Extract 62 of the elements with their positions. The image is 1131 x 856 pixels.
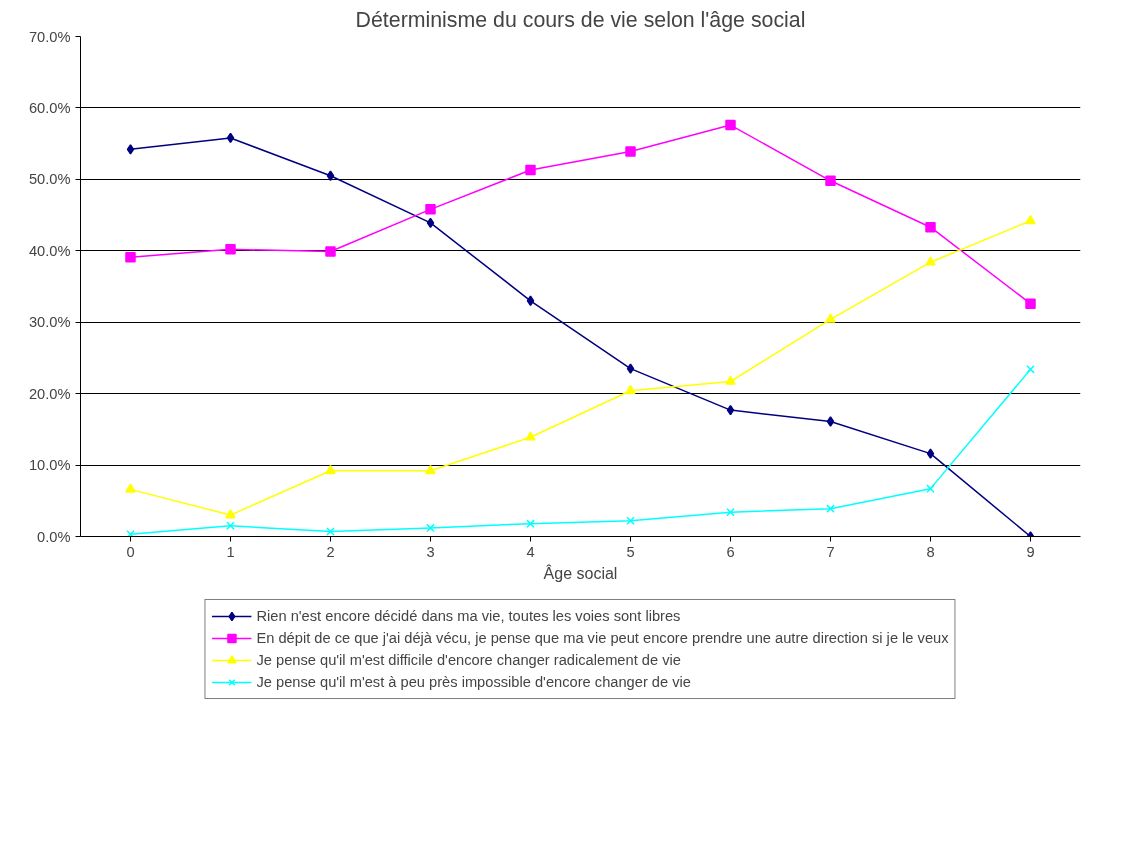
point	[426, 523, 435, 533]
x-axis-title: Âge social	[543, 563, 618, 582]
point	[225, 509, 236, 519]
point	[926, 484, 935, 493]
y-tick-label: 40.0%	[28, 242, 71, 259]
legend-label: Je pense qu'il m'est difficile d'encore changer radicalement de vie	[256, 651, 681, 669]
y-tick-label: 50.0%	[28, 171, 71, 188]
point	[326, 527, 335, 536]
point	[525, 164, 536, 176]
point	[625, 384, 636, 395]
point	[125, 251, 136, 263]
point	[325, 246, 336, 257]
point	[925, 221, 936, 233]
x-tick-label: 3	[426, 543, 435, 560]
point	[626, 516, 635, 526]
point	[626, 363, 635, 374]
point	[726, 404, 735, 416]
legend-label: En dépit de ce que j'ai déjà vécu, je pense que ma vie peut encore prendre une autre direction si je le veux	[256, 629, 949, 647]
x-tick-label: 9	[1026, 543, 1035, 560]
point	[526, 295, 535, 307]
point	[425, 204, 436, 215]
point	[826, 504, 835, 513]
legend-label: Je pense qu'il m'est à peu près impossible d'encore changer de vie	[256, 673, 691, 691]
x-tick-label: 1	[226, 543, 235, 560]
x-tick-label: 8	[926, 543, 935, 560]
y-tick-label: 10.0%	[28, 457, 71, 474]
y-tick-label: 0.0%	[37, 528, 71, 545]
point	[226, 521, 235, 531]
point	[1025, 298, 1036, 309]
point	[126, 144, 135, 155]
point	[926, 448, 935, 459]
point	[1025, 214, 1036, 225]
point	[425, 464, 436, 475]
point	[725, 119, 736, 131]
point	[925, 256, 936, 266]
legend-label: Rien n'est encore décidé dans ma vie, toutes les voies sont libres	[256, 607, 681, 625]
x-tick-label: 2	[326, 543, 335, 560]
point	[426, 217, 435, 229]
y-tick-label: 30.0%	[28, 314, 71, 331]
point	[125, 483, 136, 493]
point	[326, 170, 335, 182]
x-tick-label: 0	[126, 543, 135, 560]
point	[1026, 365, 1035, 374]
point	[625, 146, 636, 157]
point	[325, 464, 336, 475]
point	[726, 507, 735, 517]
point	[225, 244, 236, 255]
point	[525, 431, 536, 441]
point	[825, 313, 836, 323]
x-tick-label: 7	[826, 543, 835, 560]
x-tick-label: 5	[626, 543, 635, 560]
x-tick-label: 6	[726, 543, 735, 560]
chart-title: Déterminisme du cours de vie selon l'âge social	[355, 7, 806, 32]
y-tick-label: 20.0%	[28, 385, 71, 402]
point	[825, 175, 836, 187]
point	[526, 519, 535, 528]
x-tick-label: 4	[526, 543, 535, 560]
y-tick-label: 60.0%	[28, 99, 71, 116]
point	[826, 416, 835, 427]
point	[226, 132, 235, 144]
point	[725, 375, 736, 385]
y-tick-label: 70.0%	[28, 28, 71, 45]
